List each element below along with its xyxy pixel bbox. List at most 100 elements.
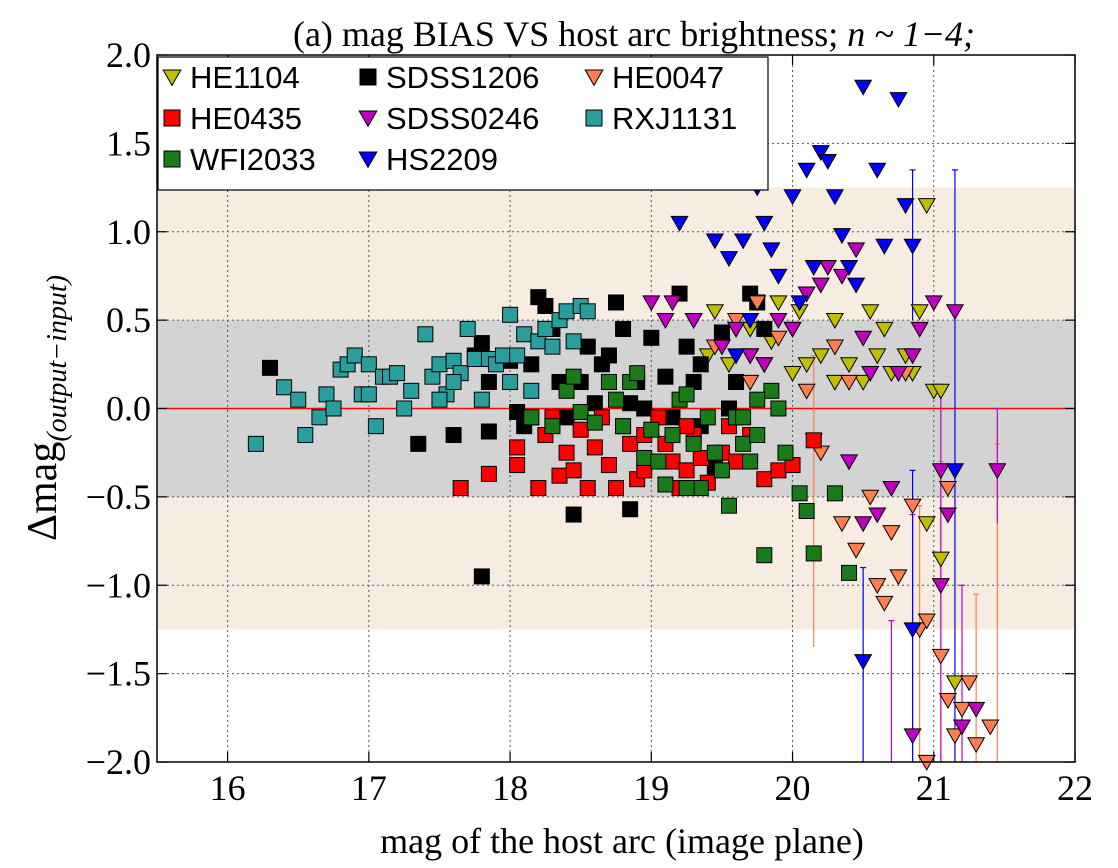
point-hs2209-12 <box>811 145 830 162</box>
point-wfi2033-8 <box>615 418 632 435</box>
legend-label-sdss1206: SDSS1206 <box>386 60 539 95</box>
point-rxj1131-16 <box>396 400 413 417</box>
point-he0047-13 <box>861 489 880 506</box>
x-tick-labels: 16 17 18 19 20 21 22 <box>210 768 1093 808</box>
point-rxj1131-33 <box>523 382 540 399</box>
point-sdss1206-19 <box>586 395 603 412</box>
point-wfi2033-6 <box>600 373 617 390</box>
point-rxj1131-39 <box>565 333 582 350</box>
point-he0435-13 <box>600 457 617 474</box>
point-sdss0246-31 <box>967 701 986 718</box>
point-sdss1206-30 <box>678 338 695 355</box>
point-sdss1206-37 <box>728 373 745 390</box>
point-he0047-24 <box>952 701 972 718</box>
point-he0435-2 <box>509 439 526 456</box>
point-wfi2033-18 <box>685 435 702 452</box>
point-sdss0246-0 <box>642 295 661 312</box>
point-he1104-25 <box>719 357 739 374</box>
point-he0435-26 <box>692 449 709 466</box>
point-sdss1206-9 <box>509 404 526 421</box>
legend-marker-sdss0246 <box>358 110 378 128</box>
point-rxj1131-30 <box>502 306 519 323</box>
point-he1104-15 <box>910 304 929 321</box>
xtick-label-6: 22 <box>1057 768 1093 808</box>
point-he1104-7 <box>811 348 830 365</box>
point-he0435-4 <box>530 480 547 497</box>
point-sdss1206-6 <box>480 373 497 390</box>
point-hs2209-29 <box>719 251 739 268</box>
point-wfi2033-23 <box>720 497 737 514</box>
point-hs2209-22 <box>896 198 915 215</box>
point-sdss1206-40 <box>756 320 773 337</box>
point-hs2209-17 <box>846 277 866 294</box>
point-sdss0246-28 <box>945 304 965 321</box>
point-sdss0246-16 <box>861 366 880 382</box>
point-hs2209-20 <box>875 238 894 255</box>
legend-label-sdss0246: SDSS0246 <box>386 101 539 136</box>
point-he0047-29 <box>938 480 958 497</box>
point-wfi2033-22 <box>713 462 730 479</box>
point-hs2209-7 <box>769 268 788 285</box>
legend-label-wfi2033: WFI2033 <box>190 142 316 177</box>
point-he0047-23 <box>945 728 965 745</box>
point-he0435-32 <box>756 471 773 488</box>
point-rxj1131-6 <box>325 400 342 417</box>
point-wfi2033-0 <box>523 409 540 426</box>
point-rxj1131-24 <box>459 320 476 337</box>
legend-label-hs2209: HS2209 <box>386 142 498 177</box>
point-wfi2033-35 <box>826 485 843 502</box>
point-he0047-26 <box>967 737 986 754</box>
point-he0047-21 <box>931 648 950 665</box>
point-he0435-11 <box>586 439 603 456</box>
point-he0047-12 <box>846 542 866 559</box>
xtick-label-3: 19 <box>633 768 669 808</box>
point-rxj1131-9 <box>346 347 363 364</box>
point-rxj1131-12 <box>367 418 384 435</box>
legend-marker-hs2209 <box>358 151 378 169</box>
xtick-label-1: 17 <box>351 768 387 808</box>
point-sdss0246-18 <box>854 516 873 533</box>
point-wfi2033-26 <box>742 453 759 470</box>
point-he0047-2 <box>741 374 760 391</box>
point-hs2209-23 <box>903 238 922 255</box>
point-he0435-38 <box>678 418 695 435</box>
point-sdss0246-14 <box>846 242 866 259</box>
point-hs2209-19 <box>868 162 887 179</box>
point-sdss0246-20 <box>882 480 901 497</box>
point-hs2209-11 <box>804 260 823 276</box>
point-sdss1206-0 <box>261 359 278 376</box>
point-hs2209-8 <box>783 189 802 206</box>
point-he0047-18 <box>903 498 922 515</box>
point-rxj1131-42 <box>431 391 448 408</box>
point-rxj1131-5 <box>318 386 335 403</box>
legend-box <box>157 56 769 191</box>
point-wfi2033-13 <box>650 453 667 470</box>
ytick-label-2: −1.0 <box>86 565 151 605</box>
point-he1104-10 <box>854 374 873 391</box>
point-hs2209-24 <box>854 654 873 671</box>
point-rxj1131-41 <box>579 303 596 320</box>
point-sdss0246-21 <box>889 366 908 382</box>
point-wfi2033-38 <box>678 480 695 497</box>
point-wfi2033-11 <box>636 449 653 466</box>
point-hs2209-10 <box>797 162 816 179</box>
point-rxj1131-31 <box>509 347 526 364</box>
legend-label-he0047: HE0047 <box>612 60 724 95</box>
point-he0047-3 <box>748 295 767 312</box>
point-sdss0246-1 <box>656 313 675 329</box>
point-rxj1131-4 <box>311 409 328 426</box>
point-he0047-1 <box>726 313 746 329</box>
point-he0435-33 <box>770 462 787 479</box>
point-hs2209-9 <box>790 295 809 312</box>
point-rxj1131-43 <box>445 373 462 390</box>
point-sdss0246-2 <box>663 295 682 312</box>
point-he1104-24 <box>769 295 788 312</box>
point-he0047-31 <box>889 569 908 586</box>
legend-marker-rxj1131 <box>585 109 603 127</box>
point-rxj1131-3 <box>297 427 314 444</box>
point-sdss0246-27 <box>903 728 922 745</box>
point-hs2209-2 <box>726 348 746 365</box>
point-wfi2033-27 <box>749 427 766 444</box>
ytick-label-8: 2.0 <box>106 35 151 75</box>
